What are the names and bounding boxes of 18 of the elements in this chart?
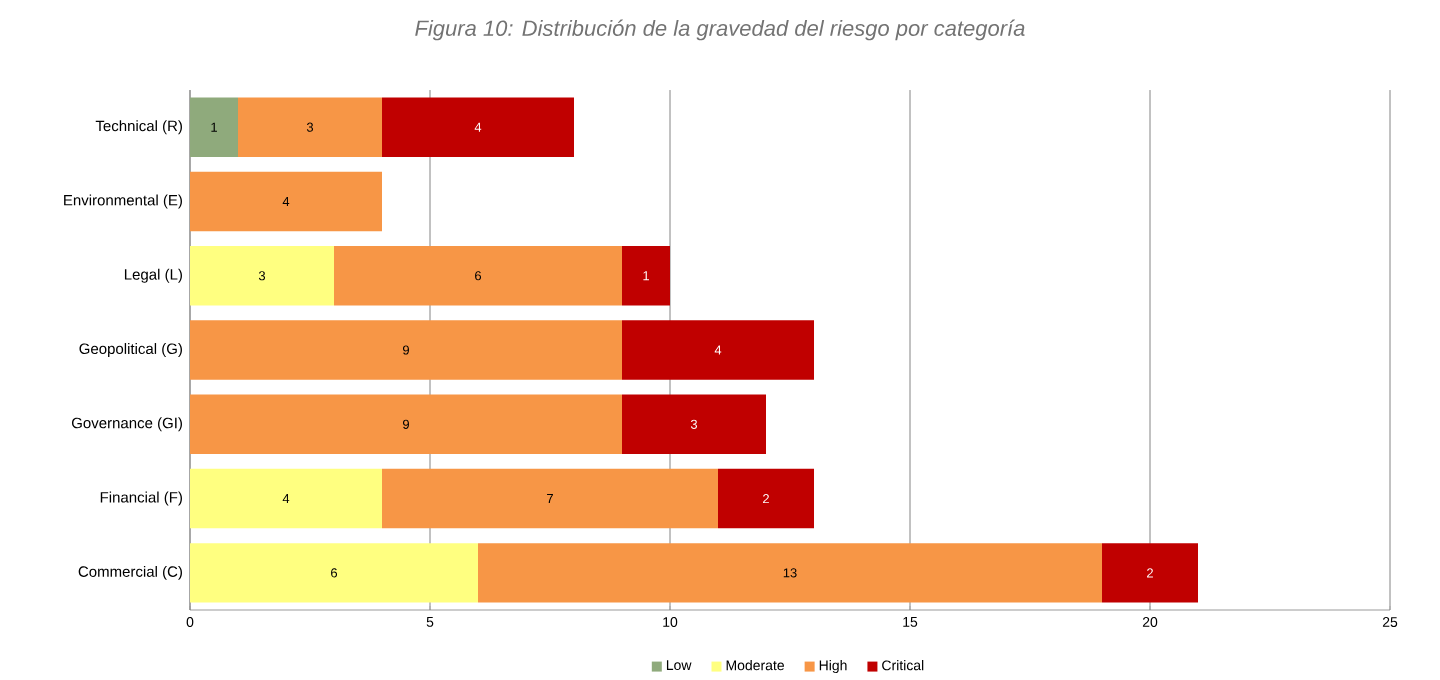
bar — [478, 543, 1103, 603]
bar — [334, 246, 622, 306]
bar — [718, 468, 815, 529]
chart-title: Figura 10: Distribución de la gravedad del riesgo por categoría — [415, 19, 1025, 41]
bar — [190, 320, 622, 380]
bar — [622, 246, 670, 306]
bar — [238, 97, 383, 157]
bar — [1102, 543, 1199, 603]
bar — [190, 543, 478, 603]
bar — [622, 394, 766, 455]
bar — [190, 246, 334, 306]
bar — [190, 394, 622, 455]
bar — [190, 468, 383, 529]
bar — [382, 97, 574, 157]
bar — [190, 97, 238, 157]
bar — [622, 320, 815, 380]
bar — [190, 171, 383, 232]
bar — [382, 468, 718, 529]
